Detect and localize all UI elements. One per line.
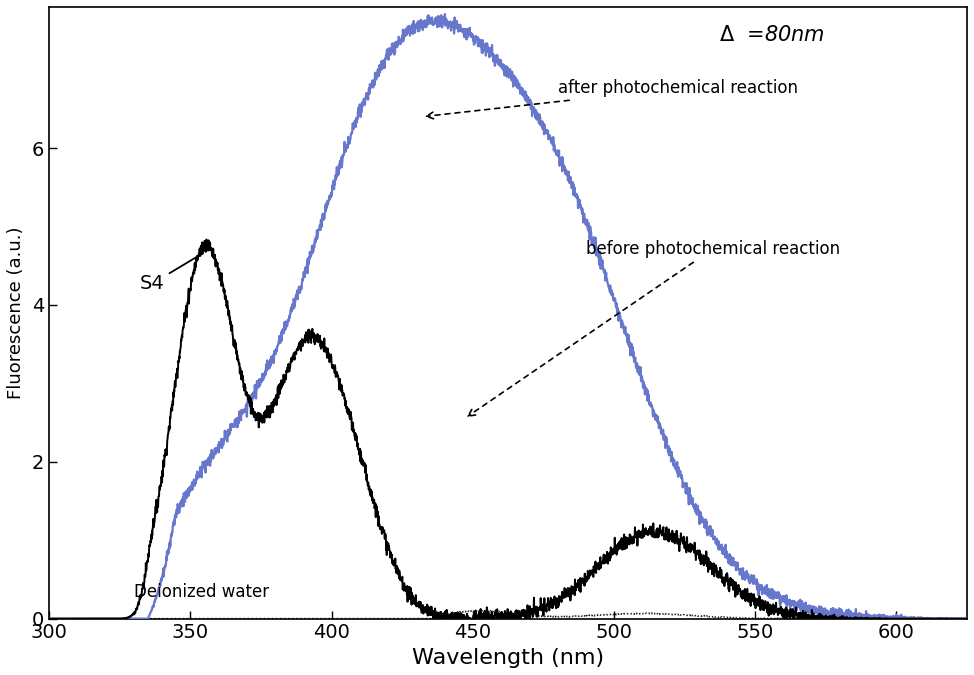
X-axis label: Wavelength (nm): Wavelength (nm) bbox=[412, 648, 604, 668]
Text: Deionized water: Deionized water bbox=[133, 583, 269, 601]
Text: $\it{\Delta}$  =80nm: $\it{\Delta}$ =80nm bbox=[719, 25, 825, 45]
Y-axis label: Fluorescence (a.u.): Fluorescence (a.u.) bbox=[7, 227, 25, 399]
Text: S4: S4 bbox=[139, 255, 200, 293]
Text: after photochemical reaction: after photochemical reaction bbox=[427, 79, 798, 119]
Text: before photochemical reaction: before photochemical reaction bbox=[468, 240, 840, 416]
